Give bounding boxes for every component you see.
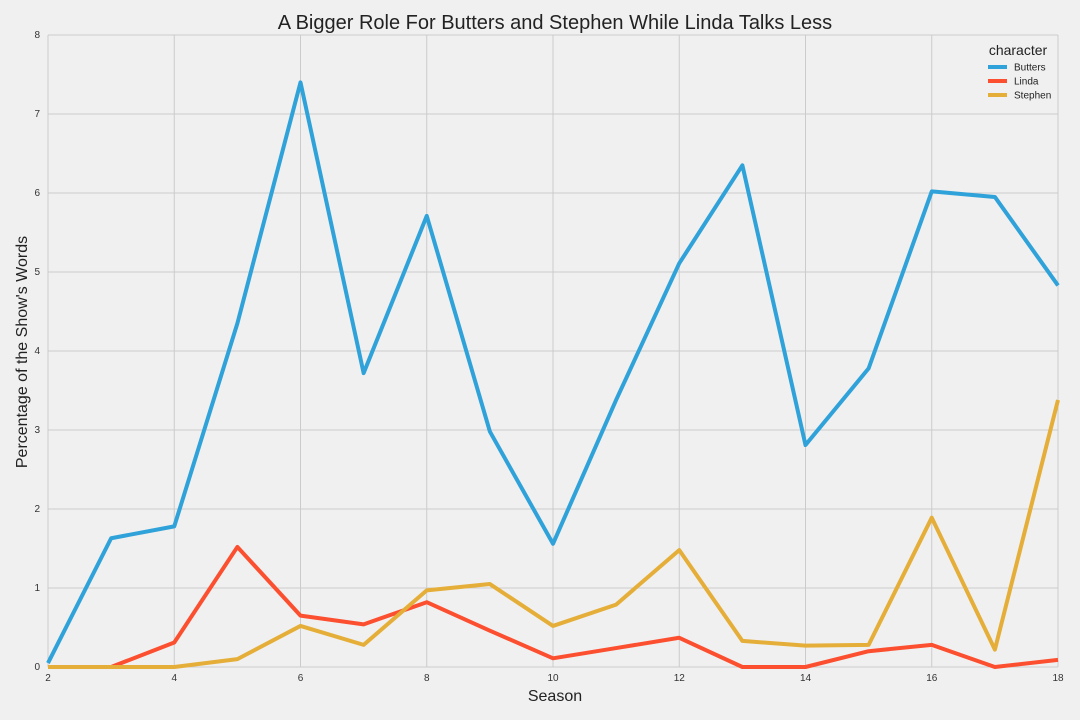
series-line-stephen: [48, 399, 1060, 669]
x-tick-label: 8: [424, 673, 430, 684]
y-tick-label: 7: [34, 109, 40, 120]
y-tick-label: 6: [34, 188, 40, 199]
legend-items: Butters Linda Stephen: [988, 63, 1051, 102]
series-lines: [46, 80, 1060, 669]
x-tick-label: 12: [674, 673, 686, 684]
legend-label-stephen: Stephen: [1014, 91, 1051, 102]
legend-label-linda: Linda: [1014, 77, 1039, 88]
legend: character Butters Linda Stephen: [988, 42, 1051, 102]
y-tick-label: 2: [34, 504, 40, 515]
y-tick-label: 8: [34, 30, 40, 41]
x-axis-title: Season: [528, 688, 582, 705]
series-line-butters: [46, 80, 1060, 664]
y-tick-label: 4: [34, 346, 40, 357]
x-tick-label: 6: [298, 673, 304, 684]
x-tick-label: 14: [800, 673, 812, 684]
grid: [47, 34, 1059, 668]
legend-title: character: [989, 42, 1048, 58]
y-tick-label: 0: [34, 662, 40, 673]
x-tick-label: 4: [171, 673, 177, 684]
y-tick-label: 3: [34, 425, 40, 436]
x-tick-label: 10: [547, 673, 559, 684]
y-tick-label: 5: [34, 267, 40, 278]
y-tick-label: 1: [34, 583, 40, 594]
series-line-linda: [48, 544, 1059, 669]
chart-title: A Bigger Role For Butters and Stephen Wh…: [278, 12, 832, 34]
legend-label-butters: Butters: [1014, 63, 1046, 74]
y-axis-title: Percentage of the Show's Words: [14, 236, 31, 468]
x-tick-label: 2: [45, 673, 51, 684]
x-tick-label: 18: [1052, 673, 1064, 684]
x-tick-label: 16: [926, 673, 938, 684]
